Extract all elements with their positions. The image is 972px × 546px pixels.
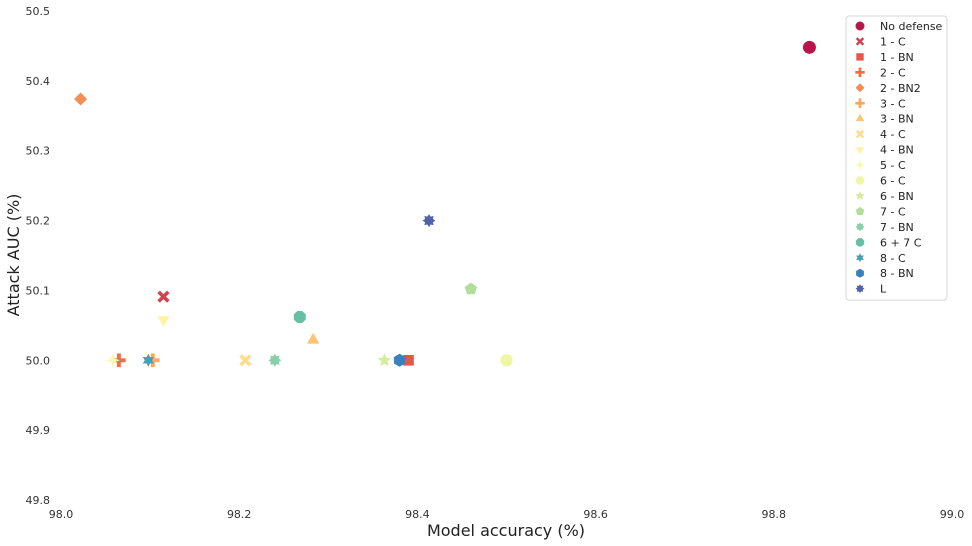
data-point <box>157 290 170 303</box>
legend-label: 7 - BN <box>880 221 914 234</box>
legend-marker <box>855 67 865 78</box>
legend-marker <box>855 222 865 232</box>
legend-marker <box>855 238 865 247</box>
legend-label: 4 - C <box>880 128 906 141</box>
legend-marker <box>855 206 865 216</box>
legend-marker <box>855 83 865 93</box>
legend-label: 6 + 7 C <box>880 236 922 249</box>
legend-box <box>845 15 948 301</box>
legend: No defense 1 - C 1 - BN 2 - C 2 - BN2 3 - C 3 … <box>845 15 948 301</box>
x-tick-label: 98.6 <box>583 508 608 521</box>
data-point <box>145 353 160 368</box>
y-axis-ticks: 49.8 49.9 50.0 50.1 50.2 50.3 50.4 50.5 <box>26 5 51 507</box>
data-point <box>239 354 252 367</box>
legend-label: 5 - C <box>880 159 906 172</box>
x-axis-label: Model accuracy (%) <box>427 521 585 540</box>
data-point <box>74 92 88 106</box>
legend-marker <box>855 147 865 155</box>
legend-marker <box>855 176 865 185</box>
x-tick-label: 98.2 <box>227 508 252 521</box>
data-point <box>293 310 306 323</box>
data-point <box>464 282 478 295</box>
legend-label: 2 - C <box>880 66 906 79</box>
legend-marker <box>855 160 865 170</box>
data-point <box>157 316 170 327</box>
legend-marker <box>855 284 865 294</box>
legend-label: 1 - C <box>880 35 906 48</box>
data-point <box>802 40 816 54</box>
y-tick-label: 50.4 <box>26 75 51 88</box>
y-tick-label: 49.9 <box>26 424 51 437</box>
legend-label: 3 - BN <box>880 113 914 126</box>
x-tick-label: 99.0 <box>940 508 965 521</box>
data-point <box>403 354 414 366</box>
legend-marker <box>856 253 864 263</box>
x-axis-ticks: 98.0 98.2 98.4 98.6 98.8 99.0 <box>49 508 965 521</box>
legend-marker <box>855 129 865 139</box>
data-point <box>393 353 406 367</box>
legend-marker <box>856 268 864 278</box>
x-tick-label: 98.4 <box>405 508 430 521</box>
data-point <box>306 332 320 344</box>
y-tick-label: 50.3 <box>26 145 51 158</box>
y-tick-label: 50.1 <box>26 284 51 297</box>
legend-label: 2 - BN2 <box>880 82 921 95</box>
y-axis-label: Attack AUC (%) <box>4 194 23 317</box>
x-tick-label: 98.0 <box>49 508 74 521</box>
data-point <box>377 353 392 367</box>
legend-label: L <box>880 283 887 296</box>
legend-marker <box>855 37 865 46</box>
legend-label: 6 - BN <box>880 190 914 203</box>
legend-label: 8 - BN <box>880 267 914 280</box>
legend-label: No defense <box>880 20 943 33</box>
data-point <box>422 214 436 228</box>
y-tick-label: 50.0 <box>26 354 51 367</box>
y-tick-label: 50.2 <box>26 215 51 228</box>
legend-label: 6 - C <box>880 175 906 188</box>
legend-marker <box>855 113 865 122</box>
legend-marker <box>855 191 865 200</box>
legend-marker <box>856 53 864 61</box>
data-point <box>105 353 120 368</box>
data-point <box>268 353 282 367</box>
legend-marker <box>855 21 865 31</box>
data-point <box>500 354 513 367</box>
y-tick-label: 49.8 <box>26 494 51 507</box>
legend-marker <box>855 98 865 108</box>
y-tick-label: 50.5 <box>26 5 51 18</box>
legend-label: 3 - C <box>880 97 906 110</box>
legend-label: 1 - BN <box>880 51 914 64</box>
data-point <box>142 353 154 367</box>
legend-label: 8 - C <box>880 252 906 265</box>
legend-label: 7 - C <box>880 205 906 218</box>
data-points <box>74 40 816 368</box>
x-tick-label: 98.8 <box>762 508 787 521</box>
legend-label: 4 - BN <box>880 144 914 157</box>
